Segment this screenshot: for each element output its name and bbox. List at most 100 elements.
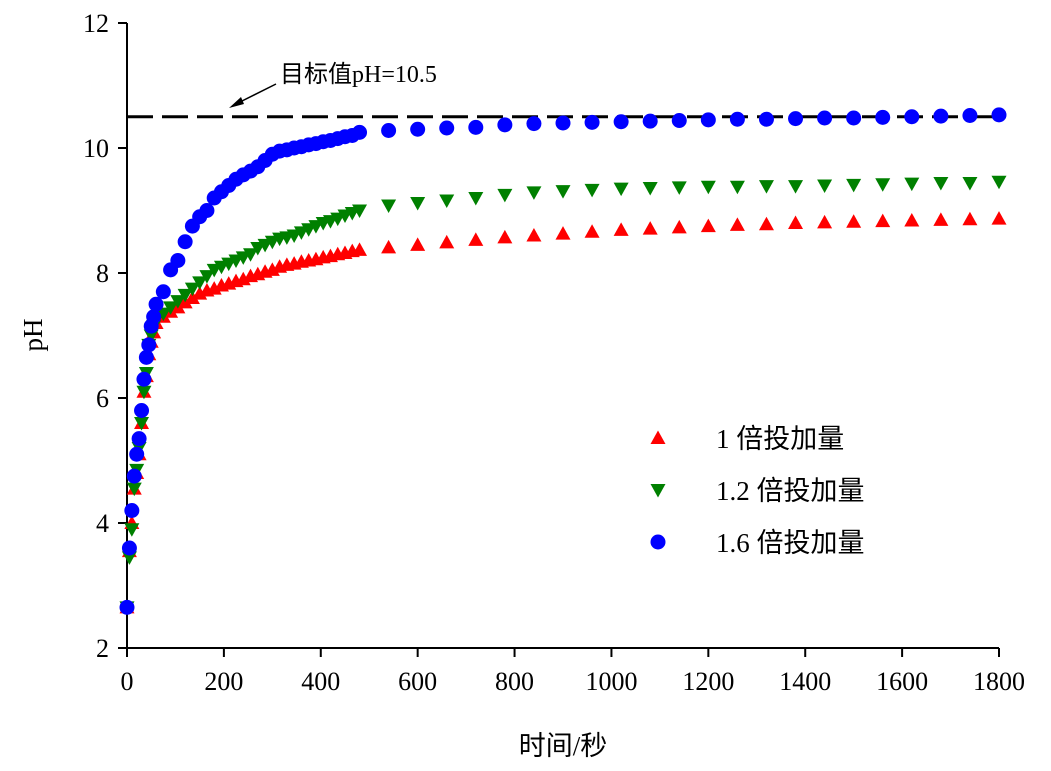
- data-point: [497, 229, 513, 244]
- data-point: [136, 385, 152, 400]
- data-point: [381, 199, 397, 213]
- data-point: [729, 111, 745, 127]
- data-point: [613, 114, 629, 130]
- data-point: [526, 116, 542, 132]
- data-point: [352, 242, 368, 256]
- data-point: [352, 124, 368, 140]
- data-point: [875, 213, 891, 228]
- y-tick-label: 12: [83, 9, 109, 38]
- data-point: [134, 403, 150, 418]
- data-point: [729, 180, 745, 195]
- data-point: [131, 431, 147, 447]
- data-point: [199, 270, 215, 284]
- data-point: [991, 107, 1007, 123]
- data-point: [584, 114, 600, 130]
- x-tick-label: 1600: [876, 667, 928, 696]
- data-point: [148, 296, 164, 312]
- data-point: [642, 182, 658, 196]
- data-point: [875, 178, 891, 192]
- data-point: [526, 186, 542, 200]
- data-point: [904, 109, 920, 125]
- data-point: [177, 234, 193, 250]
- data-point: [141, 337, 157, 353]
- x-tick-label: 1400: [779, 667, 831, 696]
- y-tick-label: 2: [96, 634, 109, 663]
- data-point: [170, 295, 186, 309]
- data-point: [184, 282, 200, 297]
- x-tick-label: 1200: [682, 667, 734, 696]
- data-point: [991, 175, 1007, 190]
- data-marks: [119, 107, 1007, 615]
- data-point: [962, 177, 978, 191]
- data-point: [126, 482, 142, 497]
- y-tick-label: 8: [96, 259, 109, 288]
- x-tick-label: 1000: [585, 667, 637, 696]
- data-point: [468, 192, 484, 206]
- data-point: [788, 215, 804, 229]
- target-annotation: 目标值pH=10.5: [280, 61, 437, 88]
- data-point: [468, 232, 484, 246]
- data-point: [129, 446, 145, 462]
- data-point: [381, 239, 397, 254]
- data-point: [439, 194, 455, 208]
- data-point: [875, 109, 891, 125]
- data-point: [352, 204, 368, 218]
- data-point: [904, 177, 920, 192]
- data-point: [121, 551, 137, 565]
- y-axis-label: pH: [18, 319, 48, 352]
- annotation-arrow-shaft: [235, 83, 277, 105]
- data-point: [584, 224, 600, 238]
- data-point: [962, 211, 978, 226]
- data-point: [134, 417, 150, 431]
- data-point: [933, 108, 949, 124]
- data-point: [962, 108, 978, 123]
- data-point: [155, 284, 171, 300]
- data-point: [846, 110, 862, 126]
- data-point: [613, 222, 629, 236]
- y-tick-label: 4: [96, 509, 109, 538]
- data-point: [729, 217, 745, 231]
- series-1: [119, 211, 1007, 614]
- data-point: [243, 248, 259, 262]
- legend-marker: [650, 430, 666, 444]
- data-point: [817, 110, 833, 126]
- data-point: [381, 123, 397, 138]
- data-point: [933, 212, 949, 226]
- data-point: [119, 599, 135, 615]
- data-point: [584, 183, 600, 198]
- data-point: [700, 218, 716, 233]
- data-point: [671, 181, 687, 195]
- data-point: [439, 234, 455, 249]
- legend-label: 1 倍投加量: [716, 424, 844, 454]
- x-tick-label: 800: [495, 667, 534, 696]
- data-point: [933, 177, 949, 191]
- data-point: [124, 503, 140, 518]
- data-point: [788, 180, 804, 194]
- data-point: [497, 188, 513, 203]
- data-point: [170, 253, 186, 268]
- data-point: [143, 329, 159, 343]
- data-point: [555, 185, 571, 199]
- data-point: [700, 180, 716, 195]
- data-point: [758, 111, 774, 127]
- data-point: [155, 307, 171, 322]
- data-point: [497, 117, 513, 133]
- legend-marker: [650, 534, 666, 550]
- data-point: [642, 113, 658, 129]
- annotation-arrow-head: [229, 97, 244, 108]
- x-tick-label: 400: [301, 667, 340, 696]
- data-point: [758, 216, 774, 231]
- y-tick-label: 10: [83, 134, 109, 163]
- data-point: [526, 228, 542, 242]
- data-point: [468, 119, 484, 135]
- data-point: [121, 540, 137, 556]
- data-point: [192, 276, 208, 290]
- data-point: [817, 179, 833, 193]
- y-tick-label: 6: [96, 384, 109, 413]
- data-point: [410, 121, 426, 137]
- data-point: [177, 288, 193, 303]
- axes: 0 200 400 600 800 1000 1200 1400 1600 1800 2 4 6 8 10 1…: [83, 9, 1025, 696]
- x-tick-label: 600: [398, 667, 437, 696]
- data-point: [136, 371, 152, 387]
